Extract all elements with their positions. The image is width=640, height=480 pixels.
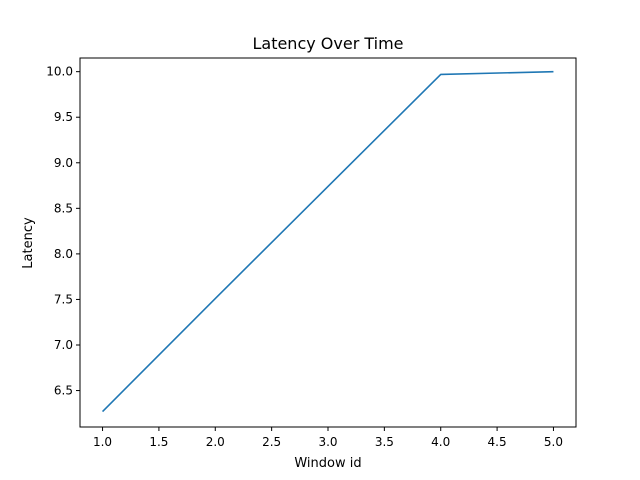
y-tick-label: 10.0 <box>46 65 73 79</box>
x-tick-label: 4.5 <box>488 435 507 449</box>
y-tick-label: 9.5 <box>54 110 73 124</box>
x-tick-label: 2.0 <box>206 435 225 449</box>
x-tick-label: 1.5 <box>149 435 168 449</box>
x-tick-label: 1.0 <box>93 435 112 449</box>
y-tick-label: 9.0 <box>54 156 73 170</box>
y-tick-label: 8.0 <box>54 247 73 261</box>
x-tick-label: 3.5 <box>375 435 394 449</box>
x-axis-label: Window id <box>294 456 361 471</box>
y-tick-label: 6.5 <box>54 384 73 398</box>
y-axis-label: Latency <box>21 217 36 269</box>
x-tick-label: 3.0 <box>318 435 337 449</box>
x-axis: 1.0 1.5 2.0 2.5 3.0 3.5 4.0 4.5 5.0 <box>93 427 563 449</box>
x-tick-label: 5.0 <box>544 435 563 449</box>
series-line <box>101 70 554 413</box>
series-layer <box>101 70 554 413</box>
x-tick-label: 4.0 <box>431 435 450 449</box>
y-tick-label: 7.5 <box>54 292 73 306</box>
y-axis: 6.5 7.0 7.5 8.0 8.5 9.0 9.5 10.0 <box>46 65 80 398</box>
y-tick-label: 7.0 <box>54 338 73 352</box>
x-tick-label: 2.5 <box>262 435 281 449</box>
plot-frame <box>79 57 577 428</box>
chart-title: Latency Over Time <box>252 34 403 53</box>
y-tick-label: 8.5 <box>54 201 73 215</box>
